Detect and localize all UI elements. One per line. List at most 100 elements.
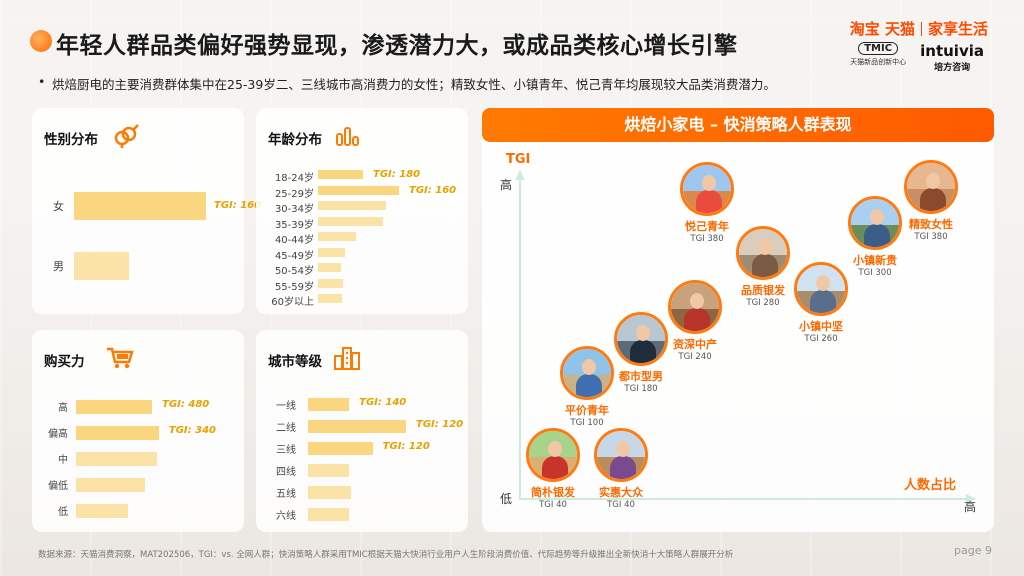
persona-avatar bbox=[614, 312, 668, 366]
city-row-label: 五线 bbox=[276, 489, 296, 500]
persona-tgi: TGI 40 bbox=[539, 500, 567, 510]
persona-4: 品质银发 TGI 280 bbox=[718, 226, 808, 308]
persona-avatar bbox=[680, 162, 734, 216]
persona-name: 小镇新贵 bbox=[853, 254, 897, 267]
city-row-label: 六线 bbox=[276, 511, 296, 522]
city-card-title: 城市等级 bbox=[268, 354, 322, 370]
gender-card: 性别分布 女 TGI: 160 男 bbox=[32, 108, 261, 314]
x-axis-arrow-icon bbox=[966, 494, 976, 504]
gender-row-label: 女 bbox=[53, 200, 64, 213]
power-row-label: 中 bbox=[58, 455, 68, 466]
persona-name: 悦己青年 bbox=[685, 220, 729, 233]
gender-icon bbox=[112, 124, 140, 152]
city-bar bbox=[308, 508, 350, 521]
city-tgi-label: TGI: 140 bbox=[359, 397, 407, 408]
persona-name: 都市型男 bbox=[619, 370, 663, 383]
persona-name: 小镇中坚 bbox=[799, 320, 843, 333]
intuivia-subtitle: 培方咨询 bbox=[934, 63, 971, 73]
power-card-title: 购买力 bbox=[44, 354, 85, 370]
gender-bar bbox=[74, 192, 206, 220]
persona-5: 小镇中坚 TGI 260 bbox=[776, 262, 866, 344]
persona-name: 实惠大众 bbox=[599, 486, 643, 499]
persona-tgi: TGI 260 bbox=[804, 334, 838, 344]
city-tgi-label: TGI: 120 bbox=[382, 441, 430, 452]
age-bar bbox=[318, 263, 341, 272]
age-row-label: 55-59岁 bbox=[274, 281, 314, 293]
power-tgi-label: TGI: 340 bbox=[168, 425, 216, 436]
power-bar bbox=[76, 504, 128, 518]
city-bar bbox=[308, 398, 350, 411]
persona-name: 平价青年 bbox=[565, 404, 609, 417]
age-card: 年龄分布 18-24岁 TGI: 180 25-29岁 TGI: 160 30-34岁 3… bbox=[256, 108, 468, 314]
y-axis-high: 高 bbox=[500, 178, 513, 192]
age-card-title: 年龄分布 bbox=[268, 132, 322, 148]
city-card: 城市等级 一线 TGI: 140 二线 TGI: 120 三线 TGI: 120 四线 五线六… bbox=[256, 330, 468, 532]
tmic-badge: TMIC bbox=[858, 42, 899, 55]
data-source-footnote: 数据来源：天猫消费洞察，MAT202506，TGI：vs. 全网人群；快消策略人… bbox=[38, 550, 734, 560]
city-bar bbox=[308, 464, 350, 477]
age-bar bbox=[318, 201, 387, 210]
age-tgi-label: TGI: 160 bbox=[409, 184, 457, 196]
age-row-label: 40-44岁 bbox=[274, 235, 314, 246]
persona-tgi: TGI 300 bbox=[858, 268, 892, 278]
bar-chart-icon bbox=[336, 124, 360, 150]
power-card: 购买力 高 TGI: 480 偏高 TGI: 340 中偏低低 bbox=[32, 330, 244, 532]
city-row-label: 四线 bbox=[276, 467, 296, 478]
y-axis-name: TGI bbox=[506, 152, 531, 167]
persona-7: 都市型男 TGI 180 bbox=[596, 312, 686, 394]
city-bar bbox=[308, 486, 352, 499]
page-title: 年轻人群品类偏好强势显现，渗透潜力大，或成品类核心增长引擎 bbox=[56, 33, 738, 59]
city-row-label: 三线 bbox=[276, 445, 296, 456]
city-buildings-icon bbox=[334, 346, 360, 374]
y-axis-low: 低 bbox=[500, 492, 513, 506]
intuivia-logo: intuivia 培方咨询 bbox=[920, 42, 984, 73]
scatter-panel-title: 烘焙小家电 – 快消策略人群表现 bbox=[482, 108, 994, 142]
taobao-tmall-logo: 淘宝 天猫 bbox=[849, 20, 915, 38]
summary-bullet: 烘焙厨电的主要消费群体集中在25-39岁二、三线城市高消费力的女性；精致女性、小… bbox=[38, 74, 776, 93]
age-bar bbox=[318, 170, 363, 179]
persona-avatar bbox=[668, 280, 722, 334]
age-bar bbox=[318, 294, 343, 303]
persona-avatar bbox=[794, 262, 848, 316]
age-row-label: 35-39岁 bbox=[274, 219, 314, 231]
city-bar bbox=[308, 420, 406, 433]
age-row-label: 18-24岁 bbox=[274, 173, 314, 184]
y-axis-arrow-icon bbox=[515, 170, 525, 180]
age-bar bbox=[318, 278, 344, 288]
persona-tgi: TGI 280 bbox=[746, 298, 780, 308]
persona-tgi: TGI 40 bbox=[607, 500, 635, 510]
page-number: page 9 bbox=[954, 544, 992, 557]
brand-logos: 淘宝 天猫 家享生活 bbox=[850, 18, 988, 39]
age-row-label: 50-54岁 bbox=[274, 266, 314, 277]
persona-avatar bbox=[560, 346, 614, 400]
persona-tgi: TGI 380 bbox=[914, 232, 948, 242]
x-axis-name: 人数占比 bbox=[904, 478, 957, 493]
persona-tgi: TGI 380 bbox=[690, 234, 724, 244]
age-bar bbox=[318, 216, 383, 226]
persona-1: 悦己青年 TGI 380 bbox=[662, 162, 752, 244]
persona-avatar bbox=[736, 226, 790, 280]
y-axis bbox=[519, 178, 521, 500]
x-axis bbox=[519, 498, 969, 500]
persona-tgi: TGI 180 bbox=[624, 384, 658, 394]
city-row-label: 一线 bbox=[276, 401, 296, 412]
age-bar bbox=[318, 185, 399, 195]
age-bar bbox=[318, 232, 356, 241]
gender-card-title: 性别分布 bbox=[44, 132, 98, 148]
persona-avatar bbox=[594, 428, 648, 482]
shopping-cart-icon bbox=[106, 346, 134, 374]
logo-divider bbox=[920, 21, 922, 36]
persona-avatar bbox=[526, 428, 580, 482]
persona-avatar bbox=[904, 160, 958, 214]
persona-6: 资深中产 TGI 240 bbox=[650, 280, 740, 362]
persona-2: 精致女性 TGI 380 bbox=[886, 160, 976, 242]
power-row-label: 偏低 bbox=[48, 481, 68, 492]
persona-name: 品质银发 bbox=[741, 284, 785, 297]
persona-tgi: TGI 100 bbox=[570, 418, 604, 428]
power-row-label: 低 bbox=[58, 507, 68, 518]
age-bar bbox=[318, 247, 345, 257]
power-bar bbox=[76, 478, 146, 492]
age-row-label: 60岁以上 bbox=[271, 297, 314, 308]
age-row-label: 45-49岁 bbox=[274, 250, 314, 262]
gender-row-label: 男 bbox=[53, 260, 64, 273]
